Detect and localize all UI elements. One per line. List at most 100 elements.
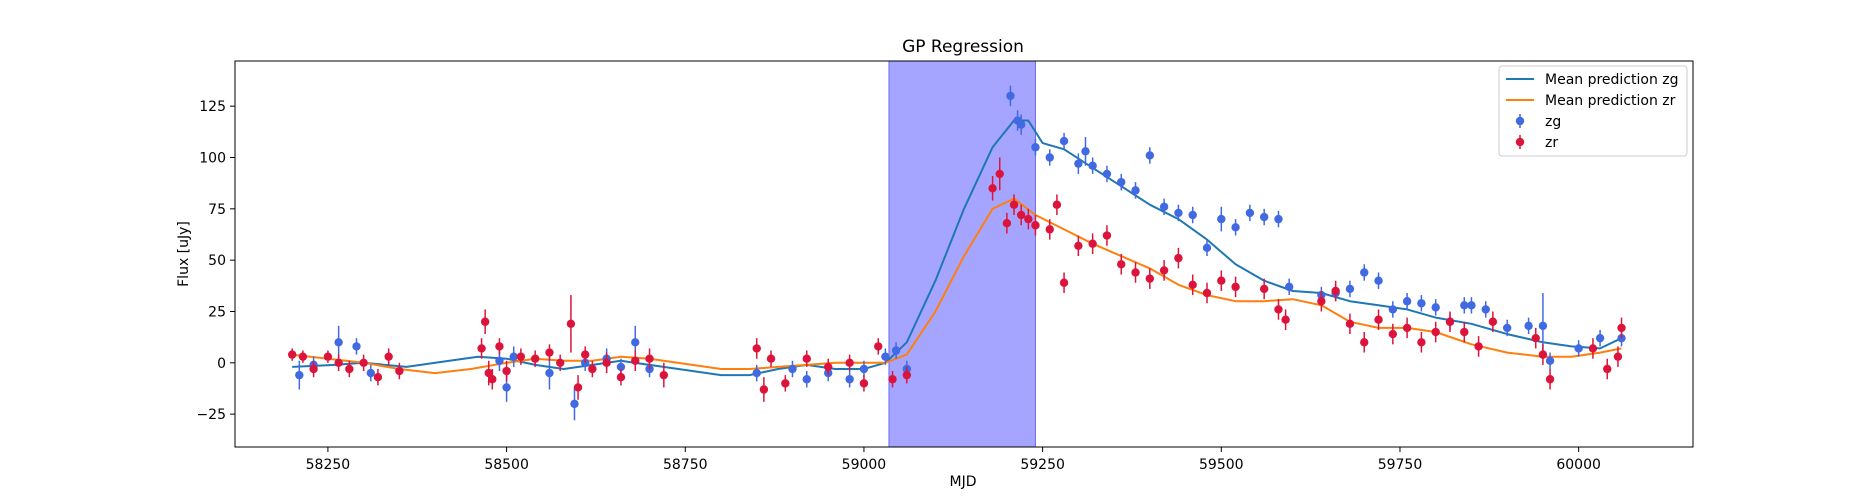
- data-point: [892, 346, 900, 354]
- data-point: [545, 369, 553, 377]
- data-point: [781, 379, 789, 387]
- data-point: [1146, 151, 1154, 159]
- data-point: [1524, 322, 1532, 330]
- data-point: [903, 371, 911, 379]
- data-point: [1017, 211, 1025, 219]
- data-point: [996, 170, 1004, 178]
- data-point: [1217, 215, 1225, 223]
- data-point: [860, 365, 868, 373]
- data-point: [1389, 330, 1397, 338]
- data-point: [1603, 365, 1611, 373]
- data-point: [567, 320, 575, 328]
- data-point: [1060, 137, 1068, 145]
- x-tick-label: 60000: [1556, 457, 1601, 473]
- y-tick-label: 125: [199, 99, 226, 115]
- data-point: [1074, 242, 1082, 250]
- data-point: [845, 359, 853, 367]
- data-point: [359, 359, 367, 367]
- data-point: [1189, 211, 1197, 219]
- data-point: [1374, 276, 1382, 284]
- data-point: [1417, 299, 1425, 307]
- data-point: [367, 369, 375, 377]
- data-point: [556, 359, 564, 367]
- data-point: [588, 365, 596, 373]
- data-point: [1589, 344, 1597, 352]
- legend-label: Mean prediction zr: [1545, 93, 1676, 109]
- data-point: [1417, 338, 1425, 346]
- data-point: [1460, 328, 1468, 336]
- data-point: [1281, 316, 1289, 324]
- y-tick-label: 50: [208, 253, 226, 269]
- data-point: [1174, 254, 1182, 262]
- data-point: [1614, 352, 1622, 360]
- data-point: [384, 352, 392, 360]
- legend: Mean prediction zg Mean prediction zr zg zr: [1499, 66, 1687, 156]
- y-tick-label: 75: [208, 202, 226, 218]
- data-point: [1446, 318, 1454, 326]
- data-point: [1432, 303, 1440, 311]
- data-point: [1546, 375, 1554, 383]
- data-point: [1360, 268, 1368, 276]
- legend-swatch-marker: [1516, 117, 1524, 125]
- data-point: [602, 359, 610, 367]
- data-point: [988, 184, 996, 192]
- plot-area: [288, 61, 1626, 447]
- data-point: [1053, 201, 1061, 209]
- data-point: [309, 365, 317, 373]
- data-point: [352, 342, 360, 350]
- data-point: [502, 367, 510, 375]
- data-point: [517, 352, 525, 360]
- data-point: [753, 369, 761, 377]
- data-point: [1010, 201, 1018, 209]
- data-point: [1046, 153, 1054, 161]
- legend-swatch-marker: [1516, 138, 1524, 146]
- data-point: [824, 363, 832, 371]
- data-point: [874, 342, 882, 350]
- y-tick-label: −25: [196, 407, 226, 423]
- data-point: [888, 375, 896, 383]
- data-point: [1285, 283, 1293, 291]
- data-point: [1003, 219, 1011, 227]
- data-point: [1103, 231, 1111, 239]
- data-point: [631, 338, 639, 346]
- x-tick-label: 59750: [1378, 457, 1423, 473]
- data-point: [1088, 240, 1096, 248]
- data-point: [617, 373, 625, 381]
- x-tick-label: 59500: [1199, 457, 1244, 473]
- data-point: [334, 338, 342, 346]
- y-tick-label: 100: [199, 151, 226, 167]
- y-axis-label: Flux [uJy]: [176, 221, 192, 287]
- data-point: [488, 375, 496, 383]
- data-point: [1146, 274, 1154, 282]
- data-point: [1160, 266, 1168, 274]
- data-point: [1360, 338, 1368, 346]
- data-point: [660, 371, 668, 379]
- data-point: [1117, 260, 1125, 268]
- data-point: [803, 375, 811, 383]
- data-point: [1103, 170, 1111, 178]
- legend-label: zg: [1545, 114, 1561, 130]
- data-point: [860, 379, 868, 387]
- data-point: [395, 367, 403, 375]
- data-point: [753, 344, 761, 352]
- data-point: [1389, 305, 1397, 313]
- data-point: [767, 355, 775, 363]
- y-tick-label: 25: [208, 304, 226, 320]
- data-point: [570, 400, 578, 408]
- data-point: [510, 352, 518, 360]
- data-point: [1006, 92, 1014, 100]
- legend-label: Mean prediction zg: [1545, 72, 1679, 88]
- shaded-region: [889, 61, 1036, 447]
- data-point: [1596, 334, 1604, 342]
- legend-label: zr: [1545, 135, 1558, 151]
- data-point: [1539, 350, 1547, 358]
- data-point: [1460, 301, 1468, 309]
- chart-title: GP Regression: [902, 37, 1024, 57]
- data-point: [531, 355, 539, 363]
- data-point: [1088, 162, 1096, 170]
- data-point: [1274, 215, 1282, 223]
- data-point: [1346, 320, 1354, 328]
- data-point: [1482, 305, 1490, 313]
- data-point: [1260, 213, 1268, 221]
- data-point: [1231, 283, 1239, 291]
